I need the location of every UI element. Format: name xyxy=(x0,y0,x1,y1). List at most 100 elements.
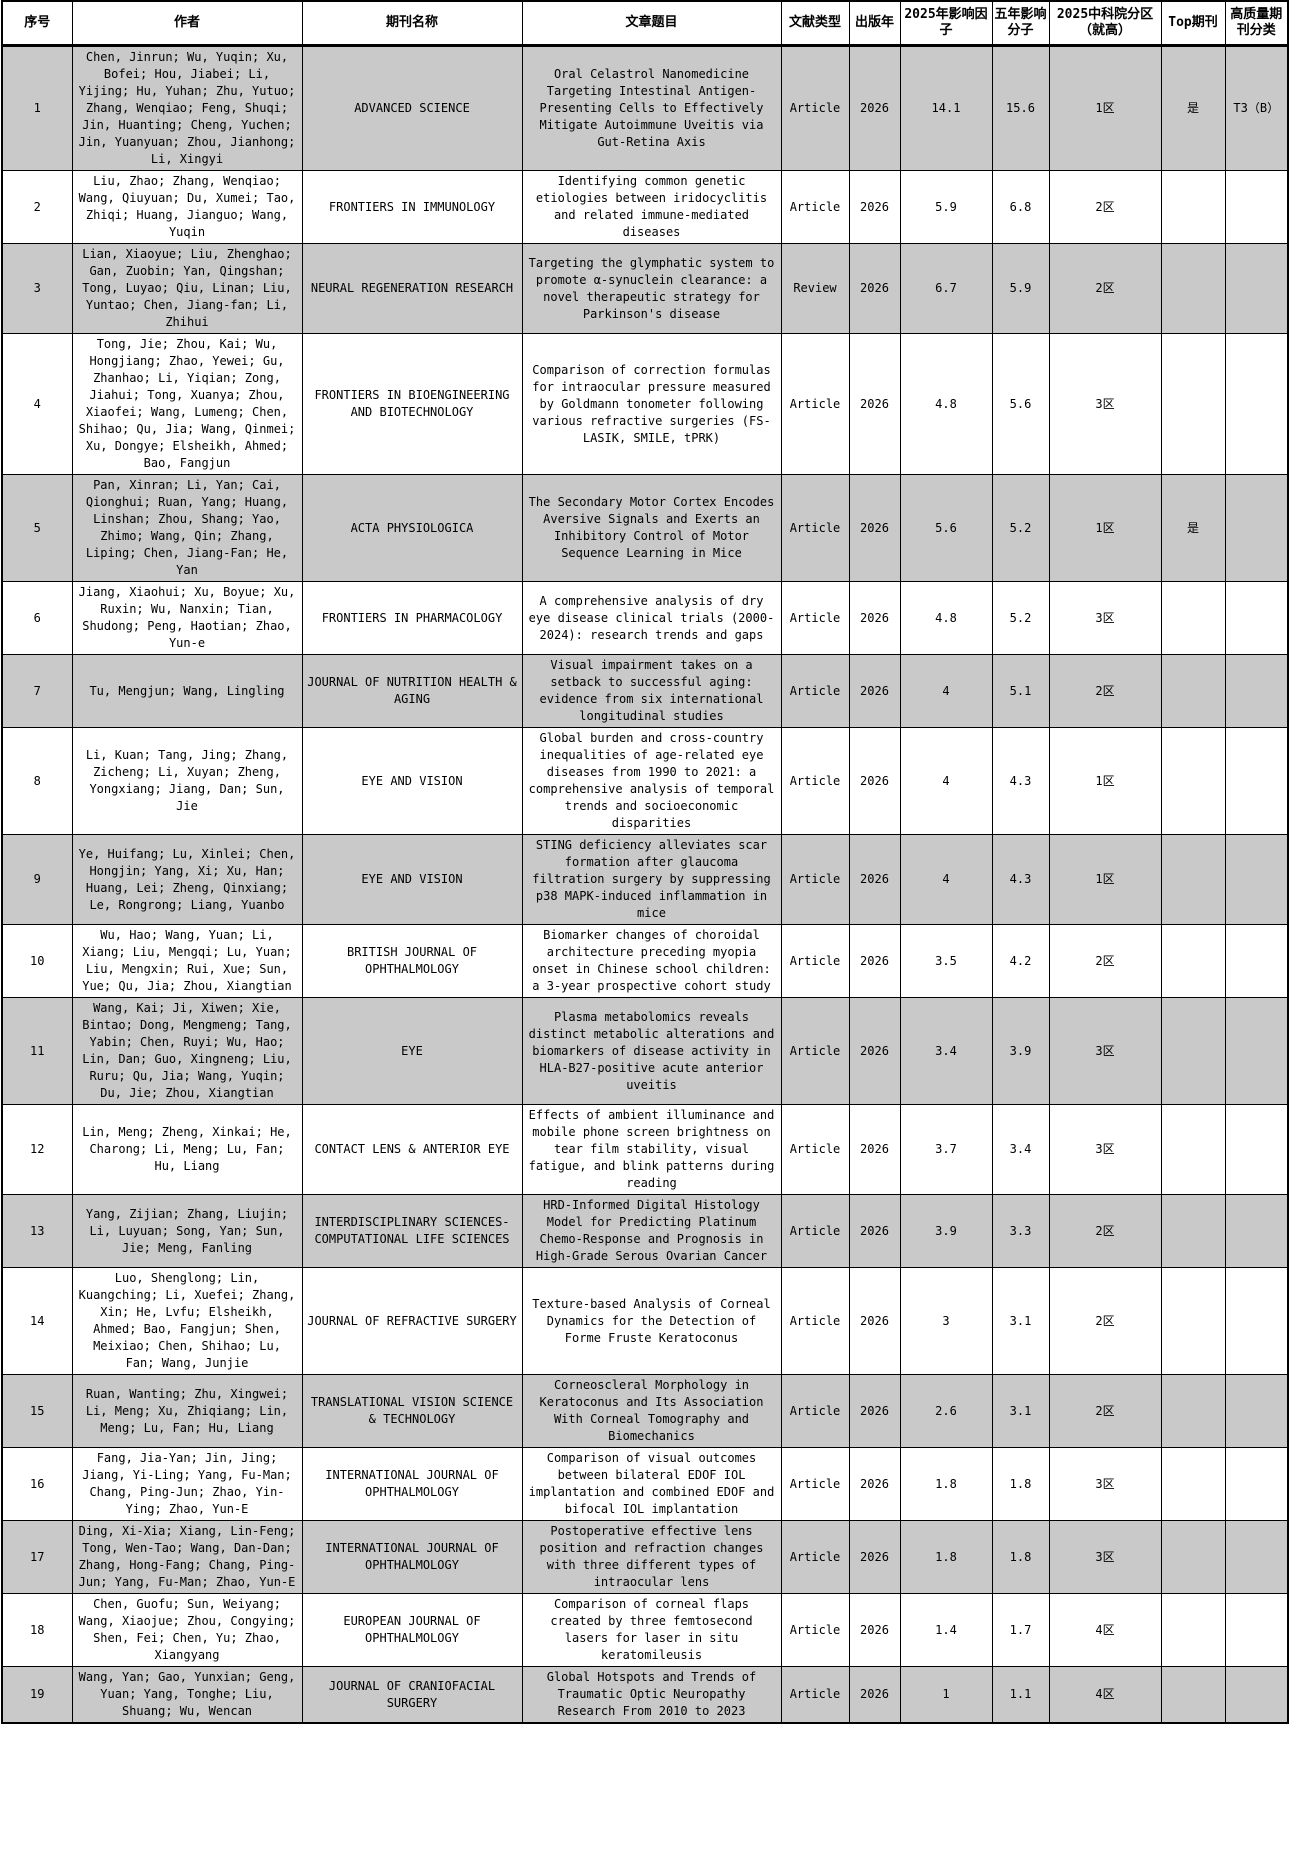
cell-journal: EYE AND VISION xyxy=(301,727,523,835)
cell-no: 9 xyxy=(1,834,73,925)
cell-quality_class: T3（B） xyxy=(1224,45,1289,171)
cell-year: 2026 xyxy=(848,1104,901,1195)
cell-year: 2026 xyxy=(848,1374,901,1448)
cell-journal: INTERDISCIPLINARY SCIENCES-COMPUTATIONAL… xyxy=(301,1194,523,1268)
cell-top_journal xyxy=(1160,243,1226,334)
cell-if_2025: 4 xyxy=(899,727,993,835)
table-row: 2 Liu, Zhao; Zhang, Wenqiao; Wang, Qiuyua… xyxy=(1,170,1289,244)
cell-year: 2026 xyxy=(848,1194,901,1268)
cell-journal: ADVANCED SCIENCE xyxy=(301,45,523,171)
table-row: 1 Chen, Jinrun; Wu, Yuqin; Xu, Bofei; Hou… xyxy=(1,45,1289,171)
cell-authors: Ding, Xi-Xia; Xiang, Lin-Feng; Tong, Wen… xyxy=(71,1520,303,1594)
cell-title: HRD-Informed Digital Histology Model for… xyxy=(521,1194,782,1268)
table-row: 11 Wang, Kai; Ji, Xiwen; Xie, Bintao; Don… xyxy=(1,997,1289,1105)
header-cell-doc_type: 文献类型 xyxy=(780,0,850,47)
cell-year: 2026 xyxy=(848,1267,901,1375)
cell-no: 13 xyxy=(1,1194,73,1268)
cell-top_journal xyxy=(1160,1520,1226,1594)
cell-journal: FRONTIERS IN PHARMACOLOGY xyxy=(301,581,523,655)
cell-top_journal xyxy=(1160,581,1226,655)
cell-authors: Chen, Guofu; Sun, Weiyang; Wang, Xiaojue… xyxy=(71,1593,303,1667)
cell-journal: BRITISH JOURNAL OF OPHTHALMOLOGY xyxy=(301,924,523,998)
header-cell-title: 文章题目 xyxy=(521,0,782,47)
header-row: 序号 作者 期刊名称 文章题目 文献类型 出版年 2025年影响因子 五年影响分子 2025中科… xyxy=(1,0,1289,47)
cell-if_5y: 1.8 xyxy=(991,1520,1050,1594)
cell-if_5y: 4.2 xyxy=(991,924,1050,998)
cell-journal: JOURNAL OF CRANIOFACIAL SURGERY xyxy=(301,1666,523,1724)
cell-year: 2026 xyxy=(848,170,901,244)
cell-if_5y: 5.2 xyxy=(991,474,1050,582)
cell-no: 2 xyxy=(1,170,73,244)
table-row: 4 Tong, Jie; Zhou, Kai; Wu, Hongjiang; Zh… xyxy=(1,333,1289,475)
cell-year: 2026 xyxy=(848,243,901,334)
cell-cas_division: 2区 xyxy=(1048,924,1162,998)
cell-journal: INTERNATIONAL JOURNAL OF OPHTHALMOLOGY xyxy=(301,1520,523,1594)
cell-top_journal xyxy=(1160,1267,1226,1375)
cell-top_journal xyxy=(1160,333,1226,475)
cell-journal: EYE AND VISION xyxy=(301,834,523,925)
cell-authors: Wang, Yan; Gao, Yunxian; Geng, Yuan; Yan… xyxy=(71,1666,303,1724)
table-row: 6 Jiang, Xiaohui; Xu, Boyue; Xu, Ruxin; W… xyxy=(1,581,1289,655)
cell-quality_class xyxy=(1224,834,1289,925)
cell-title: Effects of ambient illuminance and mobil… xyxy=(521,1104,782,1195)
header-cell-top_journal: Top期刊 xyxy=(1160,0,1226,47)
cell-if_5y: 6.8 xyxy=(991,170,1050,244)
cell-journal: NEURAL REGENERATION RESEARCH xyxy=(301,243,523,334)
cell-no: 12 xyxy=(1,1104,73,1195)
cell-title: Plasma metabolomics reveals distinct met… xyxy=(521,997,782,1105)
cell-authors: Ye, Huifang; Lu, Xinlei; Chen, Hongjin; … xyxy=(71,834,303,925)
cell-top_journal xyxy=(1160,1666,1226,1724)
cell-journal: CONTACT LENS & ANTERIOR EYE xyxy=(301,1104,523,1195)
cell-if_2025: 3.4 xyxy=(899,997,993,1105)
cell-if_2025: 4 xyxy=(899,834,993,925)
cell-cas_division: 2区 xyxy=(1048,243,1162,334)
cell-if_5y: 4.3 xyxy=(991,727,1050,835)
table-row: 14 Luo, Shenglong; Lin, Kuangching; Li, X… xyxy=(1,1267,1289,1375)
cell-title: A comprehensive analysis of dry eye dise… xyxy=(521,581,782,655)
table-row: 9 Ye, Huifang; Lu, Xinlei; Chen, Hongjin;… xyxy=(1,834,1289,925)
cell-year: 2026 xyxy=(848,333,901,475)
table-row: 13 Yang, Zijian; Zhang, Liujin; Li, Luyua… xyxy=(1,1194,1289,1268)
cell-authors: Luo, Shenglong; Lin, Kuangching; Li, Xue… xyxy=(71,1267,303,1375)
cell-year: 2026 xyxy=(848,1520,901,1594)
cell-year: 2026 xyxy=(848,727,901,835)
header-cell-quality_class: 高质量期刊分类 xyxy=(1224,0,1289,47)
cell-top_journal xyxy=(1160,170,1226,244)
cell-authors: Yang, Zijian; Zhang, Liujin; Li, Luyuan;… xyxy=(71,1194,303,1268)
cell-authors: Jiang, Xiaohui; Xu, Boyue; Xu, Ruxin; Wu… xyxy=(71,581,303,655)
cell-title: The Secondary Motor Cortex Encodes Avers… xyxy=(521,474,782,582)
cell-doc_type: Article xyxy=(780,474,850,582)
cell-year: 2026 xyxy=(848,924,901,998)
cell-cas_division: 3区 xyxy=(1048,581,1162,655)
cell-quality_class xyxy=(1224,924,1289,998)
cell-quality_class xyxy=(1224,333,1289,475)
cell-authors: Pan, Xinran; Li, Yan; Cai, Qionghui; Rua… xyxy=(71,474,303,582)
cell-no: 18 xyxy=(1,1593,73,1667)
cell-top_journal xyxy=(1160,1374,1226,1448)
cell-doc_type: Article xyxy=(780,1593,850,1667)
cell-if_2025: 6.7 xyxy=(899,243,993,334)
cell-top_journal xyxy=(1160,727,1226,835)
cell-cas_division: 3区 xyxy=(1048,1104,1162,1195)
cell-year: 2026 xyxy=(848,1666,901,1724)
cell-if_5y: 15.6 xyxy=(991,45,1050,171)
cell-journal: FRONTIERS IN IMMUNOLOGY xyxy=(301,170,523,244)
cell-doc_type: Article xyxy=(780,45,850,171)
cell-top_journal xyxy=(1160,834,1226,925)
cell-doc_type: Article xyxy=(780,1374,850,1448)
cell-no: 5 xyxy=(1,474,73,582)
cell-if_5y: 1.1 xyxy=(991,1666,1050,1724)
cell-cas_division: 4区 xyxy=(1048,1593,1162,1667)
cell-doc_type: Article xyxy=(780,333,850,475)
cell-if_5y: 4.3 xyxy=(991,834,1050,925)
cell-top_journal xyxy=(1160,1447,1226,1521)
cell-no: 15 xyxy=(1,1374,73,1448)
table-row: 16 Fang, Jia-Yan; Jin, Jing; Jiang, Yi-Li… xyxy=(1,1447,1289,1521)
cell-authors: Lian, Xiaoyue; Liu, Zhenghao; Gan, Zuobi… xyxy=(71,243,303,334)
cell-authors: Li, Kuan; Tang, Jing; Zhang, Zicheng; Li… xyxy=(71,727,303,835)
cell-no: 17 xyxy=(1,1520,73,1594)
cell-title: Corneoscleral Morphology in Keratoconus … xyxy=(521,1374,782,1448)
table-row: 7 Tu, Mengjun; Wang, Lingling JOURNAL OF N… xyxy=(1,654,1289,728)
cell-if_2025: 3.9 xyxy=(899,1194,993,1268)
